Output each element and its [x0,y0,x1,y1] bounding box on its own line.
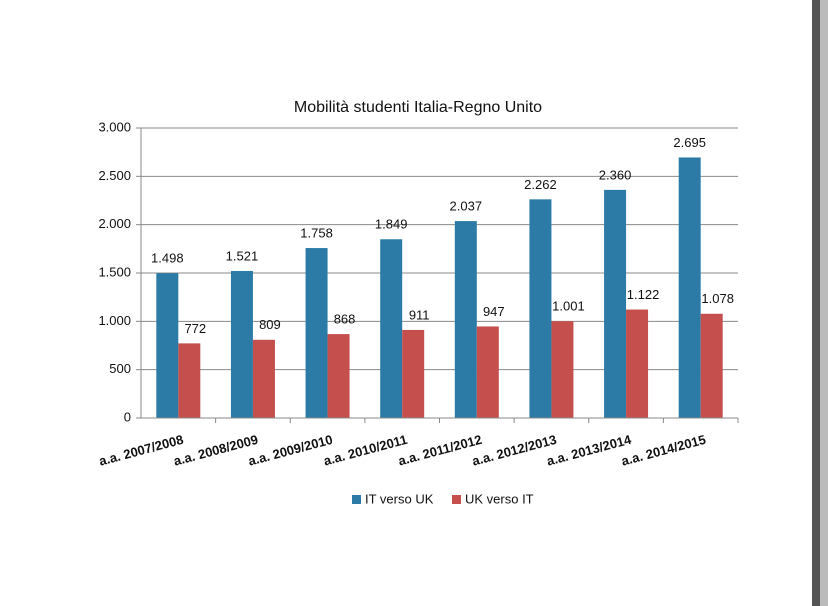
value-label: 2.360 [599,167,632,182]
legend-swatch [352,495,361,504]
y-tick-label: 3.000 [98,119,131,134]
bar [380,239,403,418]
bar [678,157,701,418]
value-label: 1.078 [701,291,734,306]
bar [626,309,649,418]
value-label: 2.262 [524,177,557,192]
y-tick-label: 2.000 [98,216,131,231]
value-label: 868 [334,312,356,327]
legend-label: IT verso UK [365,491,434,506]
side-strip [812,0,820,606]
value-label: 1.521 [226,248,259,263]
value-label: 947 [483,304,505,319]
x-tick-label: a.a. 2008/2009 [172,432,260,469]
bar [454,221,477,418]
bar [156,273,179,418]
y-tick-label: 1.000 [98,313,131,328]
bar [327,334,350,418]
bar [604,189,627,418]
legend-swatch [452,495,461,504]
bar [305,248,328,418]
value-label: 809 [259,317,281,332]
x-tick-label: a.a. 2010/2011 [322,432,409,469]
bar [700,313,723,418]
x-tick-label: a.a. 2011/2012 [396,432,483,469]
bar [476,326,499,418]
chart-title: Mobilità studenti Italia-Regno Unito [294,99,542,116]
legend-label: UK verso IT [465,491,534,506]
y-tick-label: 1.500 [98,264,131,279]
bar [252,339,275,418]
bar [230,270,253,418]
bar [402,329,425,418]
y-tick-label: 2.500 [98,168,131,183]
value-label: 2.695 [673,135,706,150]
x-tick-label: a.a. 2009/2010 [247,432,335,469]
x-tick-label: a.a. 2014/2015 [620,432,708,469]
bar [551,321,574,418]
bar [178,343,201,418]
y-tick-label: 500 [109,361,131,376]
bar [529,199,552,418]
value-label: 1.498 [151,251,184,266]
value-label: 2.037 [450,199,483,214]
value-label: 1.758 [300,225,333,240]
value-label: 1.849 [375,217,408,232]
value-label: 1.001 [552,299,585,314]
x-tick-label: a.a. 2007/2008 [97,432,185,469]
value-label: 911 [409,307,430,322]
y-tick-label: 0 [124,409,131,424]
value-label: 1.122 [627,287,660,302]
x-tick-label: a.a. 2013/2014 [545,432,633,469]
x-tick-label: a.a. 2012/2013 [470,432,558,469]
side-strip [820,0,828,606]
value-label: 772 [184,321,206,336]
